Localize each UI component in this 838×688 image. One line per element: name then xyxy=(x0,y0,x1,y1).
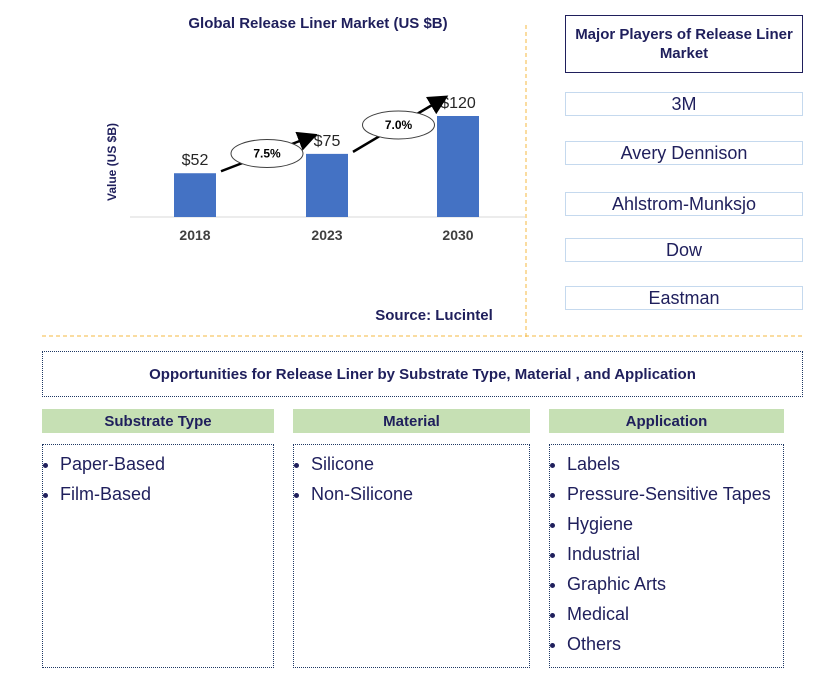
value-label: $52 xyxy=(182,152,209,169)
player: Avery Dennison xyxy=(565,141,803,165)
list-item: Medical xyxy=(567,599,783,629)
list: SiliconeNon-Silicone xyxy=(294,449,529,509)
players-title: Major Players of Release Liner Market xyxy=(565,15,803,73)
value-label: $120 xyxy=(440,95,476,112)
segment-header: Substrate Type xyxy=(42,409,274,433)
bar xyxy=(437,116,479,217)
segment-header: Application xyxy=(549,409,784,433)
opportunities-title: Opportunities for Release Liner by Subst… xyxy=(42,351,803,397)
list-item: Film-Based xyxy=(60,479,273,509)
list-item: Graphic Arts xyxy=(567,569,783,599)
x-tick-label: 2018 xyxy=(179,227,210,243)
segment-header: Material xyxy=(293,409,530,433)
list-item: Hygiene xyxy=(567,509,783,539)
bar xyxy=(174,173,216,217)
bar xyxy=(306,153,348,217)
segment-list: Paper-BasedFilm-Based xyxy=(42,444,274,668)
growth-label: 7.5% xyxy=(253,147,281,161)
list: LabelsPressure-Sensitive TapesHygieneInd… xyxy=(550,449,783,659)
list-item: Pressure-Sensitive Tapes xyxy=(567,479,783,509)
chart-title: Global Release Liner Market (US $B) xyxy=(188,15,447,32)
y-axis-label: Value (US $B) xyxy=(105,123,119,201)
player: Eastman xyxy=(565,286,803,310)
growth-bubble xyxy=(362,110,435,140)
segment-list: LabelsPressure-Sensitive TapesHygieneInd… xyxy=(549,444,784,668)
segment-list: SiliconeNon-Silicone xyxy=(293,444,530,668)
list-item: Paper-Based xyxy=(60,449,273,479)
list-item: Silicone xyxy=(311,449,529,479)
list-item: Non-Silicone xyxy=(311,479,529,509)
x-tick-label: 2030 xyxy=(442,227,473,243)
growth-bubble xyxy=(230,139,304,169)
player: Ahlstrom-Munksjo xyxy=(565,192,803,216)
source: Source: Lucintel xyxy=(375,307,493,324)
list: Paper-BasedFilm-Based xyxy=(43,449,273,509)
player: 3M xyxy=(565,92,803,116)
value-label: $75 xyxy=(314,133,341,150)
player: Dow xyxy=(565,238,803,262)
list-item: Others xyxy=(567,629,783,659)
x-tick-label: 2023 xyxy=(311,227,342,243)
growth-label: 7.0% xyxy=(385,118,413,132)
list-item: Labels xyxy=(567,449,783,479)
list-item: Industrial xyxy=(567,539,783,569)
